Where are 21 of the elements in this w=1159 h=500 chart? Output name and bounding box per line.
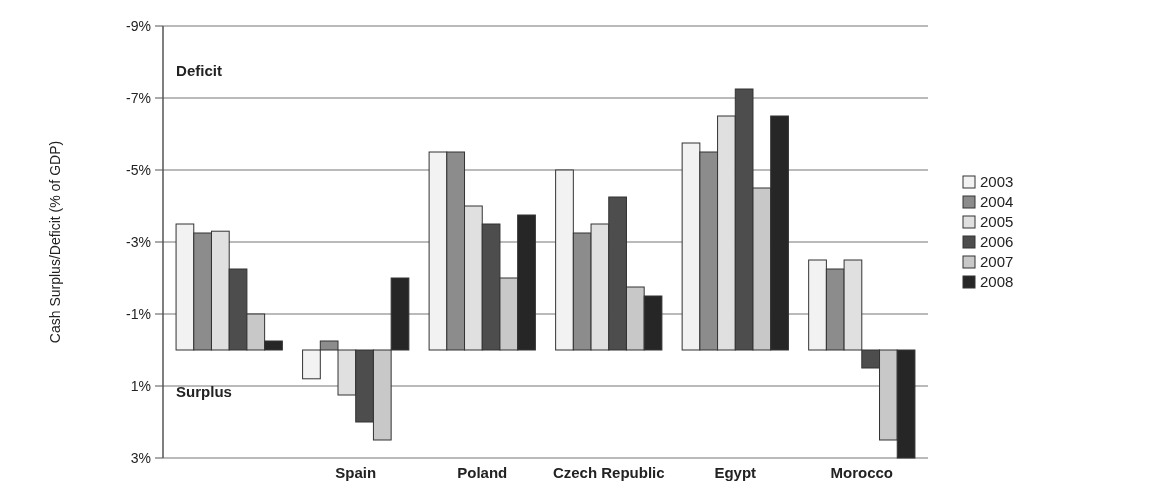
legend-label: 2005 [980,213,1014,231]
y-axis-title: Cash Surplus/Deficit (% of GDP) [47,140,63,344]
annotation: Deficit [176,62,222,80]
legend-label: 2003 [980,173,1014,191]
x-tick-label: Czech Republic [552,464,665,481]
x-tick-label: Poland [457,464,508,481]
x-tick-label: Morocco [830,464,894,481]
legend-label: 2004 [980,193,1014,211]
legend-label: 2006 [980,233,1014,251]
annotation: Surplus [176,382,232,400]
y-tick-label: 1% [130,377,151,394]
y-tick-label: -7% [126,89,151,106]
y-tick-label: -3% [126,233,151,250]
x-tick-label: Egypt [714,464,757,481]
y-tick-label: -9% [126,17,151,34]
y-tick-label: -1% [126,305,151,322]
legend-label: 2008 [980,273,1014,291]
legend-label: 2007 [980,253,1014,271]
y-tick-label: 3% [130,449,151,466]
x-tick-label: Spain [335,464,377,481]
y-tick-label: -5% [126,161,151,178]
